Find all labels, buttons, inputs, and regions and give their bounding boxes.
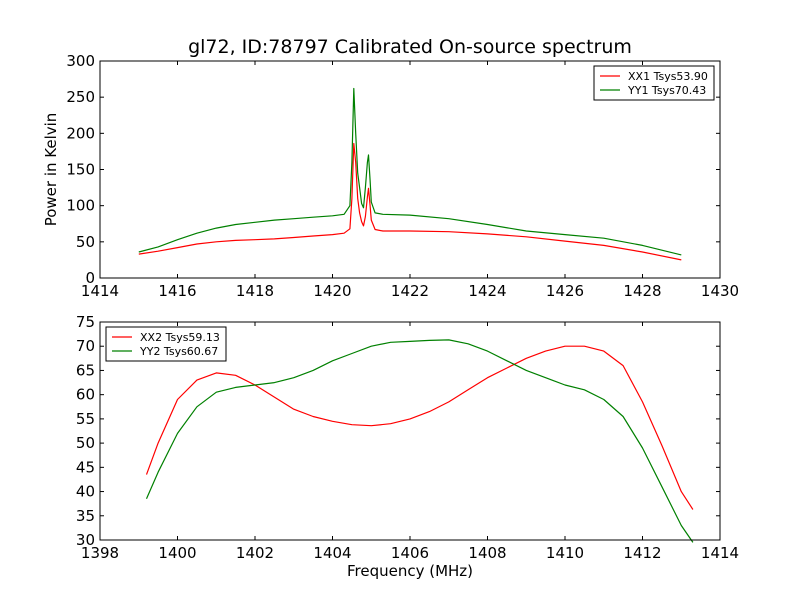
legend-label: YY1 Tsys70.43 (627, 84, 706, 97)
y-tick-label: 75 (76, 313, 95, 331)
top-plot: 1414 1416 1418 1420 1422 1424 1426 1428 1430 0 50 1… (42, 52, 739, 300)
x-tick-label: 1408 (468, 544, 506, 562)
legend-box (105, 326, 227, 362)
x-tick-label: 1416 (158, 282, 196, 300)
y-axis-label: Power in Kelvin (42, 113, 60, 227)
legend-label: YY2 Tsys60.67 (139, 345, 218, 358)
x-tick-label: 1412 (623, 544, 661, 562)
legend-label: XX1 Tsys53.90 (628, 70, 708, 83)
y-tick-label: 60 (76, 386, 95, 404)
y-tick-label: 150 (66, 161, 95, 179)
series-line-1 (145, 345, 694, 510)
y-tick-label: 35 (76, 507, 95, 525)
y-tick-label: 50 (76, 233, 95, 251)
x-tick-label: 1410 (546, 544, 584, 562)
y-tick-label: 300 (66, 52, 95, 70)
x-tick-label: 1430 (701, 282, 739, 300)
y-tick-label: 45 (76, 458, 95, 476)
bottom-plot: 1398 1400 1402 1404 1406 1408 1410 1412 1414 30 35… (76, 313, 739, 580)
y-tick-label: 40 (76, 483, 95, 501)
x-tick-label: 1418 (236, 282, 274, 300)
y-tick-label: 250 (66, 88, 95, 106)
x-tick-label: 1420 (313, 282, 351, 300)
y-tick-label: 100 (66, 197, 95, 215)
series-line-2 (138, 87, 682, 256)
x-axis-label: Frequency (MHz) (347, 562, 473, 580)
y-tick-label: 0 (85, 269, 95, 287)
x-tick-label: 1414 (81, 282, 119, 300)
x-tick-label: 1424 (468, 282, 506, 300)
x-tick-label: 1414 (701, 544, 739, 562)
x-tick-label: 1402 (236, 544, 274, 562)
x-tick-label: 1398 (81, 544, 119, 562)
x-tick-label: 1422 (391, 282, 429, 300)
y-tick-label: 200 (66, 124, 95, 142)
x-tick-label: 1406 (391, 544, 429, 562)
x-tick-label: 1400 (158, 544, 196, 562)
y-tick-label: 50 (76, 434, 95, 452)
legend-label: XX2 Tsys59.13 (140, 331, 220, 344)
legend-box (593, 65, 715, 101)
y-tick-label: 30 (76, 531, 95, 549)
x-tick-label: 1428 (623, 282, 661, 300)
chart-title: gl72, ID:78797 Calibrated On-source spec… (188, 36, 632, 58)
x-tick-label: 1426 (546, 282, 584, 300)
y-tick-label: 55 (76, 410, 95, 428)
y-tick-label: 70 (76, 337, 95, 355)
x-tick-label: 1404 (313, 544, 351, 562)
series-line-1 (138, 142, 682, 261)
y-tick-label: 65 (76, 361, 95, 379)
series-line-2 (145, 339, 694, 543)
